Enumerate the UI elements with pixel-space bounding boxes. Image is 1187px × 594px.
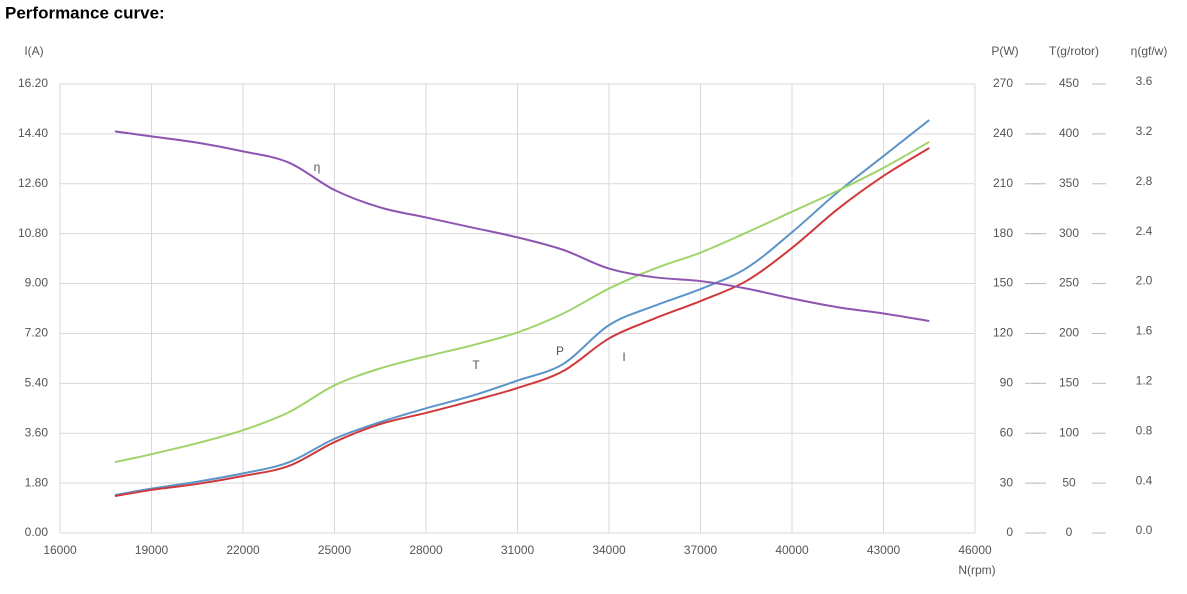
y-tick-label: 100 <box>1059 425 1079 439</box>
y-tick-label: 270 <box>993 76 1013 90</box>
y-tick-label: 9.00 <box>25 276 49 290</box>
y-tick-label: 240 <box>993 126 1013 140</box>
y-tick-label: 0.4 <box>1136 473 1153 487</box>
y-tick-label: 1.6 <box>1136 324 1153 338</box>
y-tick-label: 150 <box>1059 376 1079 390</box>
series-line <box>114 119 930 497</box>
y-tick-label: 250 <box>1059 276 1079 290</box>
y-tick-label: 0.8 <box>1136 423 1153 437</box>
y-tick-label: 400 <box>1059 126 1079 140</box>
x-tick-label: 43000 <box>867 543 901 557</box>
y-tick-label: 120 <box>993 326 1013 340</box>
y-tick-label: 180 <box>993 226 1013 240</box>
x-tick-label: 37000 <box>684 543 718 557</box>
y-tick-label: 3.60 <box>25 425 49 439</box>
y-tick-label: 7.20 <box>25 326 49 340</box>
y-tick-label: 0 <box>1066 525 1073 539</box>
y-axis-label: T(g/rotor) <box>1049 44 1099 58</box>
series-line <box>114 130 930 322</box>
series-label: P <box>556 344 564 358</box>
y-axis-label: P(W) <box>991 44 1018 58</box>
x-tick-label: 40000 <box>775 543 809 557</box>
x-tick-label: 28000 <box>409 543 443 557</box>
chart-title: Performance curve: <box>5 3 165 22</box>
y-tick-label: 90 <box>1000 376 1014 390</box>
y-tick-label: 300 <box>1059 226 1079 240</box>
y-tick-label: 210 <box>993 176 1013 190</box>
y-tick-label: 200 <box>1059 326 1079 340</box>
y-tick-label: 1.80 <box>25 475 49 489</box>
x-tick-label: 19000 <box>135 543 169 557</box>
series-label: T <box>472 358 480 372</box>
y-tick-label: 2.8 <box>1136 174 1153 188</box>
y-tick-label: 0.00 <box>25 525 49 539</box>
x-axis-label: N(rpm) <box>958 563 995 577</box>
x-tick-label: 22000 <box>226 543 260 557</box>
y-tick-label: 1.2 <box>1136 374 1153 388</box>
y-tick-label: 14.40 <box>18 126 48 140</box>
y-tick-label: 3.6 <box>1136 74 1153 88</box>
series-line <box>114 147 930 498</box>
x-tick-label: 16000 <box>43 543 77 557</box>
y-tick-label: 5.40 <box>25 376 49 390</box>
y-tick-label: 50 <box>1062 475 1076 489</box>
y-tick-label: 3.2 <box>1136 124 1153 138</box>
y-tick-label: 16.20 <box>18 76 48 90</box>
y-tick-label: 30 <box>1000 475 1014 489</box>
y-tick-label: 0.0 <box>1136 523 1153 537</box>
series-label: η <box>314 160 321 174</box>
y-tick-label: 60 <box>1000 425 1014 439</box>
y-tick-label: 450 <box>1059 76 1079 90</box>
y-axis-label: η(gf/w) <box>1131 44 1168 58</box>
series-line <box>114 141 930 464</box>
y-tick-label: 10.80 <box>18 226 48 240</box>
x-tick-label: 25000 <box>318 543 352 557</box>
y-tick-label: 350 <box>1059 176 1079 190</box>
series-label: I <box>622 350 625 364</box>
y-tick-label: 150 <box>993 276 1013 290</box>
y-tick-label: 2.0 <box>1136 274 1153 288</box>
x-tick-label: 46000 <box>958 543 992 557</box>
y-tick-label: 12.60 <box>18 176 48 190</box>
y-tick-label: 0 <box>1006 525 1013 539</box>
y-tick-label: 2.4 <box>1136 224 1153 238</box>
x-tick-label: 34000 <box>592 543 626 557</box>
y-axis-label: I(A) <box>24 44 43 58</box>
x-tick-label: 31000 <box>501 543 535 557</box>
